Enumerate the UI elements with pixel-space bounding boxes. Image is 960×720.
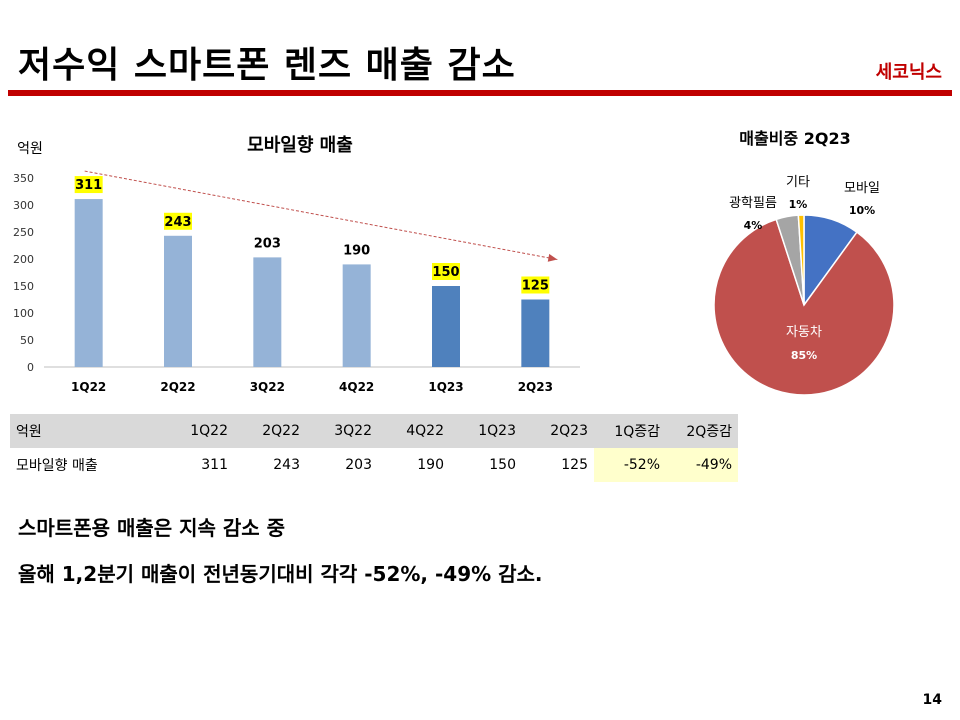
x-tick-label: 2Q23 <box>518 380 553 394</box>
bullet-text: 올해 1,2분기 매출이 전년동기대비 각각 -52%, -49% 감소. <box>18 562 543 586</box>
bullet-text: 스마트폰용 매출은 지속 감소 중 <box>18 516 286 540</box>
pie-slice-value: 85% <box>791 349 817 362</box>
trend-arrow-line <box>84 170 558 260</box>
slide-title: 저수익 스마트폰 렌즈 매출 감소 <box>18 45 516 86</box>
table-cell: 190 <box>417 457 444 473</box>
table-cell: 311 <box>201 457 228 473</box>
data-label: 150 <box>432 265 459 280</box>
chart-title: 모바일향 매출 <box>247 135 353 156</box>
pie-slice-label: 모바일 <box>844 181 880 196</box>
trend-arrow-head <box>547 253 558 262</box>
pie-slice-label: 자동차 <box>786 325 822 340</box>
table-cell: -52% <box>594 448 666 482</box>
table-cell: -49% <box>666 448 738 482</box>
company-name: 세코닉스 <box>875 62 942 83</box>
y-tick-label: 250 <box>13 226 34 239</box>
data-label: 311 <box>75 178 102 193</box>
table-header-cell: 4Q22 <box>378 414 450 448</box>
y-tick-label: 300 <box>13 199 34 212</box>
page-number: 14 <box>922 692 942 708</box>
pie-chart: 매출비중 2Q23 모바일 10% 자동차 85% 광학필름 4% 기타 1% <box>713 129 895 396</box>
y-tick-label: 200 <box>13 253 34 266</box>
y-tick-label: 150 <box>13 280 34 293</box>
data-label-highlight <box>521 276 550 294</box>
table-header-cell: 3Q22 <box>306 414 378 448</box>
pie-slice-label: 기타 <box>786 175 810 190</box>
x-tick-label: 3Q22 <box>250 380 285 394</box>
pie-slice <box>713 218 895 396</box>
y-tick-label: 50 <box>20 334 34 347</box>
pie-title: 매출비중 2Q23 <box>739 129 850 148</box>
table-row: 모바일향 매출 311 243 203 190 150 125 -52% -49… <box>10 448 738 482</box>
bar-1q23 <box>432 286 460 367</box>
title-divider <box>8 90 952 96</box>
table-header-cell: 1Q23 <box>450 414 522 448</box>
bar-2q22 <box>164 235 192 367</box>
table-cell: 125 <box>561 457 588 473</box>
table-header-cell: 1Q22 <box>162 414 234 448</box>
bar-1q22 <box>74 199 103 367</box>
pie-slice <box>797 214 805 306</box>
y-tick-label: 0 <box>27 361 34 374</box>
x-tick-label: 1Q22 <box>71 380 106 394</box>
table-cell: 243 <box>273 457 300 473</box>
table-header-cell: 2Q23 <box>522 414 594 448</box>
data-label: 125 <box>522 279 549 294</box>
table-header-cell: 2Q22 <box>234 414 306 448</box>
pie-slice-value: 1% <box>789 198 808 211</box>
pie-slice-label: 광학필름 <box>729 196 777 211</box>
data-label: 243 <box>164 215 191 230</box>
data-label: 203 <box>254 236 281 251</box>
pie-slice-value: 4% <box>744 219 763 232</box>
bar-2q23 <box>521 299 550 367</box>
data-label-highlight <box>164 212 192 230</box>
table-cell: 모바일향 매출 <box>16 458 98 474</box>
table-cell: 203 <box>345 457 372 473</box>
table-cell: 150 <box>489 457 516 473</box>
x-tick-label: 2Q22 <box>160 380 195 394</box>
table-header-row: 억원 1Q22 2Q22 3Q22 4Q22 1Q23 2Q23 1Q증감 2Q… <box>10 414 738 448</box>
y-tick-label: 100 <box>13 307 34 320</box>
bar-3q22 <box>253 257 282 367</box>
y-tick-label: 350 <box>13 172 34 185</box>
data-label-highlight <box>432 263 460 280</box>
y-axis-label: 억원 <box>17 141 43 157</box>
x-tick-label: 4Q22 <box>339 380 374 394</box>
bar-chart: 억원 모바일향 매출 0 50 100 150 200 250 300 350 311 1Q22 243… <box>13 135 580 394</box>
pie-slice-value: 10% <box>849 204 875 217</box>
sales-table: 억원 1Q22 2Q22 3Q22 4Q22 1Q23 2Q23 1Q증감 2Q… <box>10 414 738 482</box>
bar-4q22 <box>342 264 371 367</box>
data-label-highlight <box>74 176 103 194</box>
x-tick-label: 1Q23 <box>428 380 463 394</box>
table-header-cell: 2Q증감 <box>666 414 738 448</box>
table-header-cell: 1Q증감 <box>594 414 666 448</box>
table-header-cell: 억원 <box>10 414 162 448</box>
data-label: 190 <box>343 243 370 258</box>
